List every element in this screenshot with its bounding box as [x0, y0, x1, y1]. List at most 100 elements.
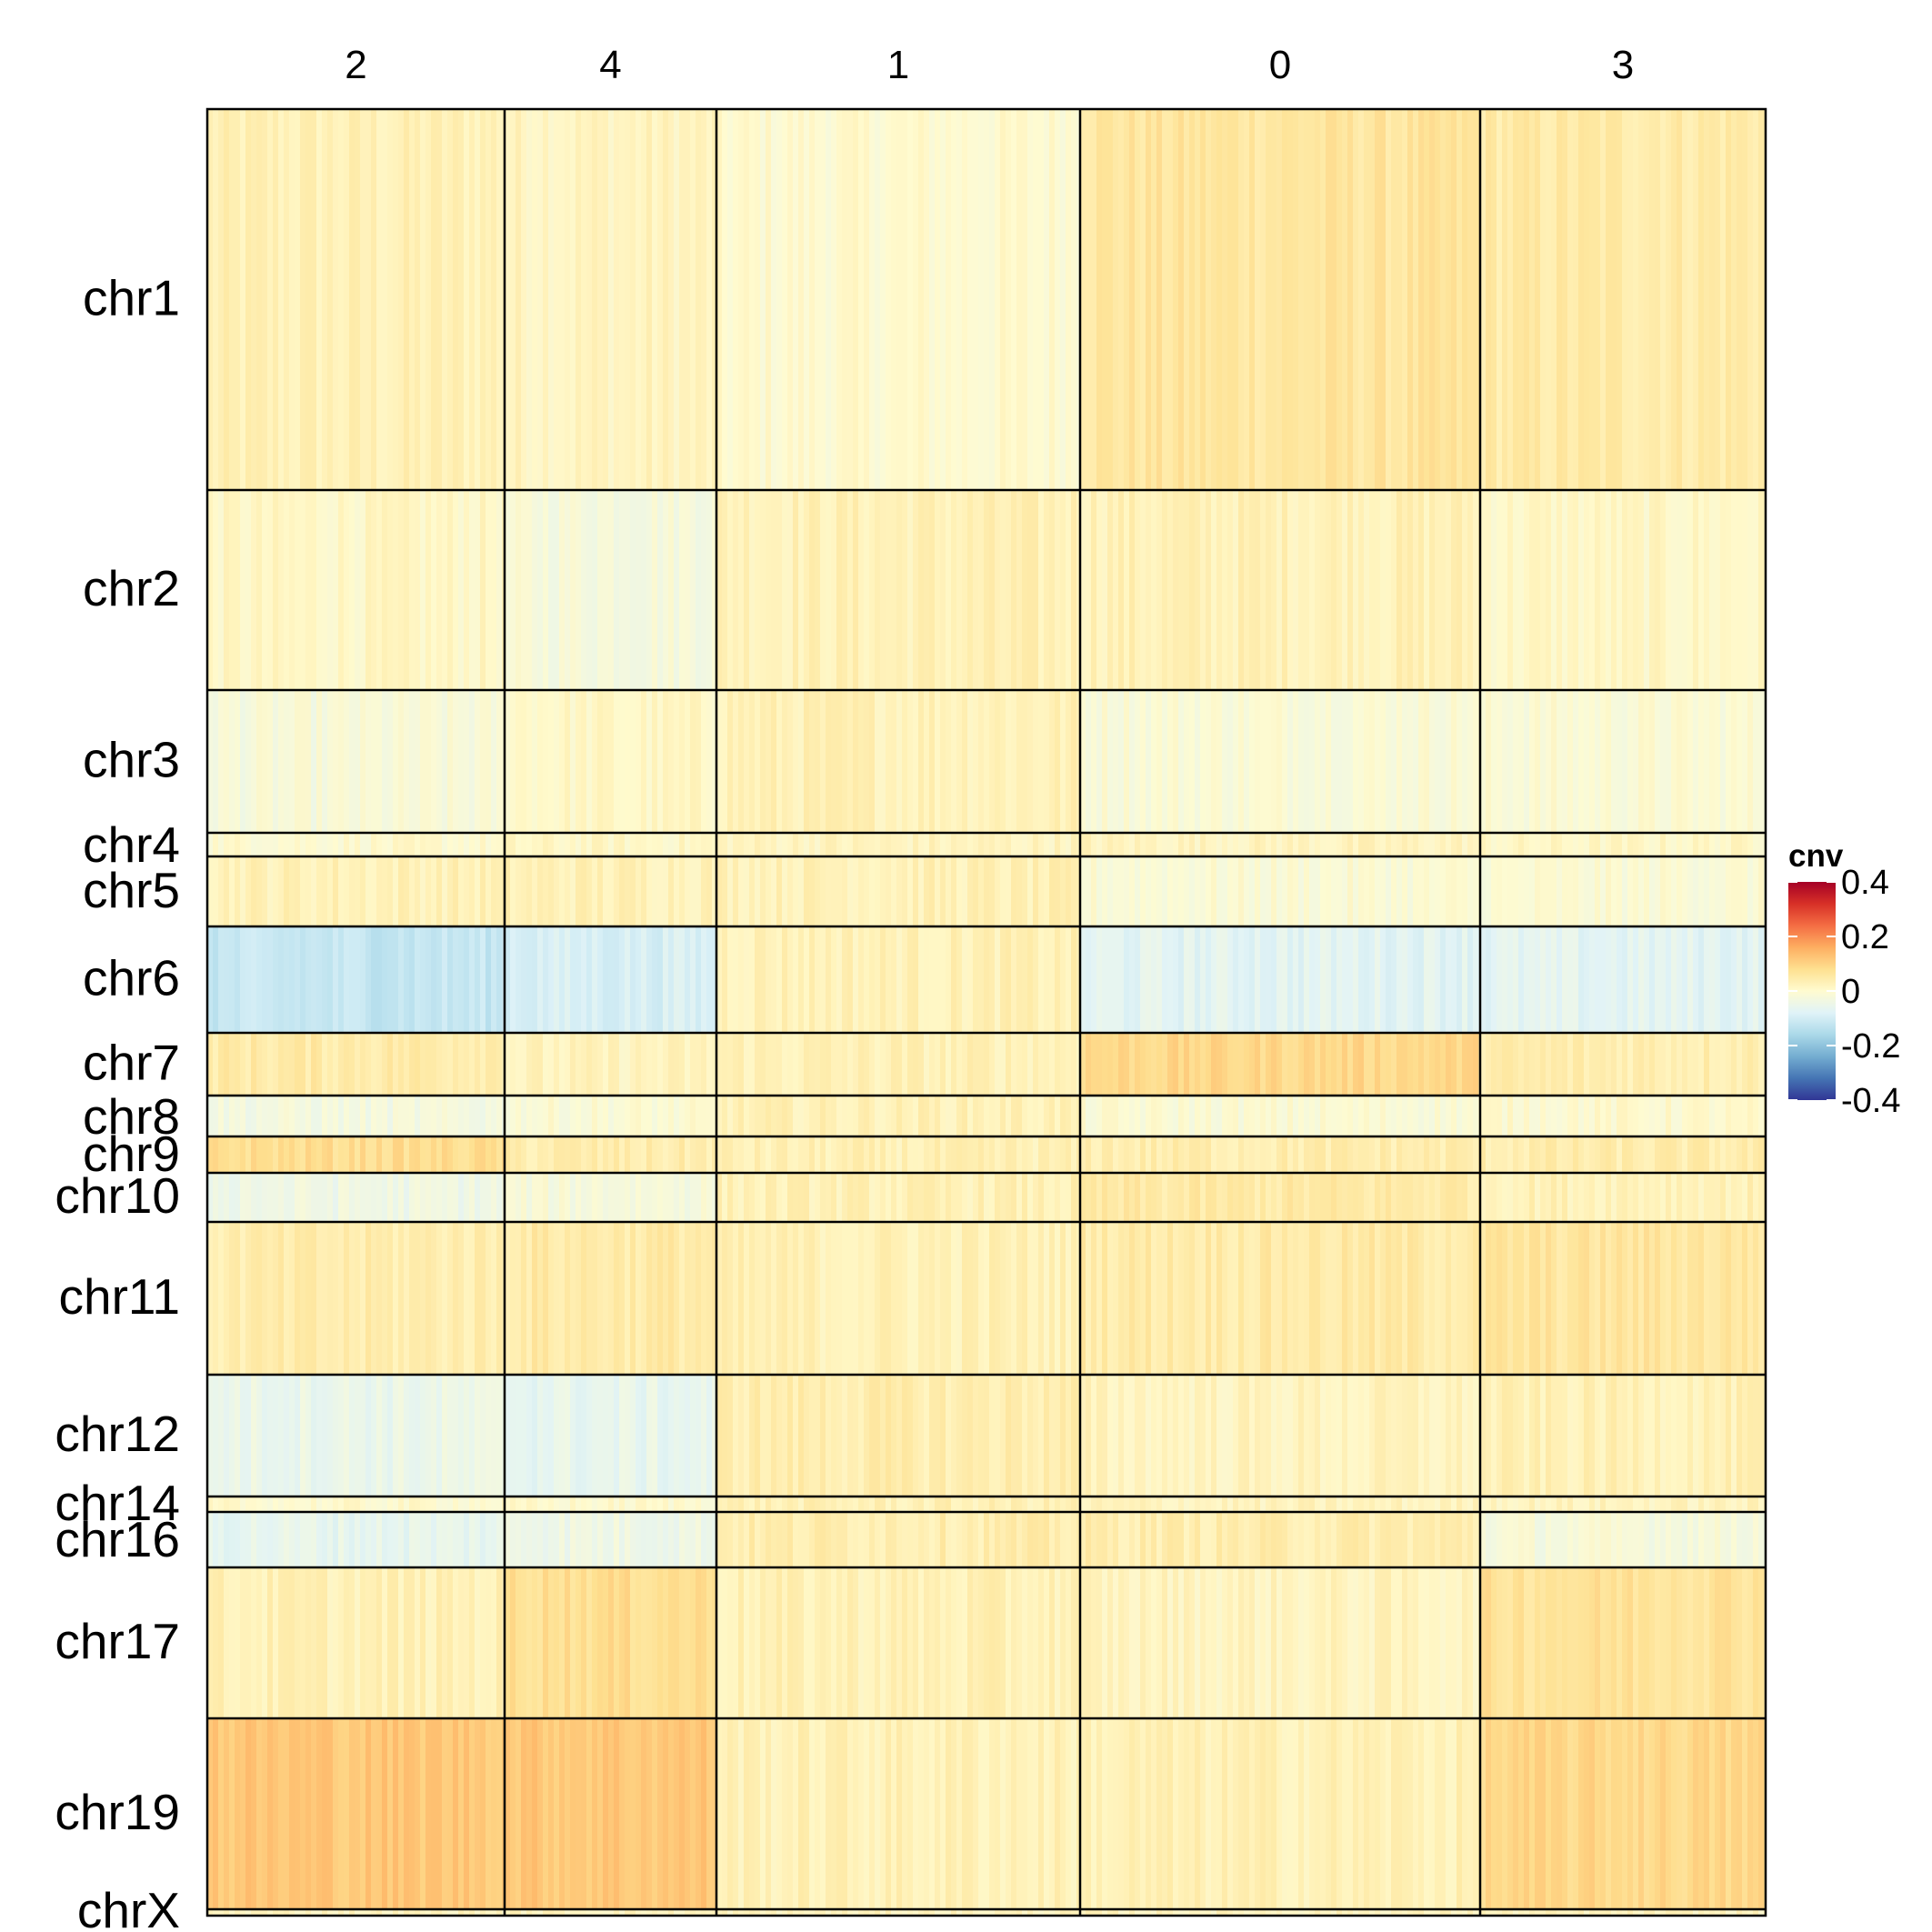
- heatmap-block-chr12-cluster-0: [1080, 1375, 1480, 1497]
- heatmap-block-chr3-cluster-1: [716, 690, 1080, 833]
- heatmap-block-chr14-cluster-2: [207, 1497, 505, 1512]
- heatmap-block-chr11-cluster-3: [1480, 1222, 1766, 1375]
- heatmap-block-chr9-cluster-2: [207, 1136, 505, 1173]
- chromosome-label-chr5: chr5: [83, 862, 180, 918]
- chromosome-label-chr17: chr17: [55, 1613, 180, 1669]
- heatmap-block-chr1-cluster-3: [1480, 109, 1766, 490]
- cluster-label-0: 0: [1269, 43, 1291, 87]
- chromosome-label-chrX: chrX: [77, 1882, 180, 1932]
- heatmap-block-chr16-cluster-0: [1080, 1512, 1480, 1567]
- heatmap-block-chr6-cluster-3: [1480, 926, 1766, 1033]
- heatmap-block-chr9-cluster-0: [1080, 1136, 1480, 1173]
- chromosome-label-chr1: chr1: [83, 270, 180, 326]
- chromosome-labels: chr1chr2chr3chr4chr5chr6chr7chr8chr9chr1…: [55, 270, 180, 1932]
- heatmap-block-chr17-cluster-3: [1480, 1567, 1766, 1718]
- cnv-legend: cnv 0.4 0.2 0 -0.2 -0.4: [1788, 838, 1900, 1120]
- chromosome-label-chr3: chr3: [83, 732, 180, 788]
- heatmap-block-chr14-cluster-0: [1080, 1497, 1480, 1512]
- heatmap-block-chr10-cluster-4: [505, 1173, 716, 1222]
- heatmap-block-chr16-cluster-1: [716, 1512, 1080, 1567]
- heatmap-block-chr7-cluster-3: [1480, 1033, 1766, 1096]
- heatmap-block-chrX-cluster-3: [1480, 1909, 1766, 1916]
- heatmap-block-chr6-cluster-0: [1080, 926, 1480, 1033]
- heatmap-block-chr6-cluster-4: [505, 926, 716, 1033]
- heatmap-block-chr9-cluster-4: [505, 1136, 716, 1173]
- heatmap-block-chr3-cluster-0: [1080, 690, 1480, 833]
- heatmap-block-chr1-cluster-0: [1080, 109, 1480, 490]
- heatmap-block-chr8-cluster-2: [207, 1096, 505, 1136]
- legend-ticks: 0.4 0.2 0 -0.2 -0.4: [1788, 864, 1900, 1120]
- heatmap-block-chr14-cluster-4: [505, 1497, 716, 1512]
- heatmap-block-chr10-cluster-3: [1480, 1173, 1766, 1222]
- heatmap-block-chr4-cluster-0: [1080, 833, 1480, 856]
- heatmap-block-chrX-cluster-2: [207, 1909, 505, 1916]
- heatmap-block-chr8-cluster-3: [1480, 1096, 1766, 1136]
- heatmap-block-chr19-cluster-4: [505, 1718, 716, 1909]
- heatmap-block-chr19-cluster-3: [1480, 1718, 1766, 1909]
- heatmap-block-chrX-cluster-1: [716, 1909, 1080, 1916]
- heatmap-block-chr10-cluster-1: [716, 1173, 1080, 1222]
- chromosome-label-chr6: chr6: [83, 950, 180, 1006]
- chromosome-label-chr9: chr9: [83, 1126, 180, 1182]
- heatmap-block-chr1-cluster-2: [207, 109, 505, 490]
- heatmap-block-chr5-cluster-1: [716, 856, 1080, 926]
- heatmap-block-chr6-cluster-1: [716, 926, 1080, 1033]
- heatmap-block-chr2-cluster-3: [1480, 490, 1766, 690]
- legend-tick-label: -0.4: [1841, 1082, 1900, 1120]
- chromosome-label-chr8: chr8: [83, 1088, 180, 1145]
- heatmap-block-chr17-cluster-4: [505, 1567, 716, 1718]
- heatmap-block-chr11-cluster-2: [207, 1222, 505, 1375]
- heatmap-block-chr16-cluster-4: [505, 1512, 716, 1567]
- heatmap-block-chr19-cluster-0: [1080, 1718, 1480, 1909]
- chromosome-label-chr12: chr12: [55, 1406, 180, 1462]
- heatmap-block-chr2-cluster-0: [1080, 490, 1480, 690]
- heatmap-block-chr8-cluster-1: [716, 1096, 1080, 1136]
- heatmap-block-chr10-cluster-2: [207, 1173, 505, 1222]
- heatmap-block-chr5-cluster-4: [505, 856, 716, 926]
- heatmap-block-chr19-cluster-1: [716, 1718, 1080, 1909]
- heatmap-block-chr4-cluster-2: [207, 833, 505, 856]
- chromosome-label-chr16: chr16: [55, 1511, 180, 1567]
- legend-title: cnv: [1788, 838, 1844, 874]
- heatmap-block-chrX-cluster-0: [1080, 1909, 1480, 1916]
- heatmap-block-chr16-cluster-3: [1480, 1512, 1766, 1567]
- heatmap-block-chr9-cluster-3: [1480, 1136, 1766, 1173]
- cluster-label-4: 4: [599, 43, 621, 87]
- chromosome-label-chr2: chr2: [83, 560, 180, 616]
- heatmap-block-chr2-cluster-1: [716, 490, 1080, 690]
- heatmap-block-chr17-cluster-1: [716, 1567, 1080, 1718]
- heatmap-block-chr6-cluster-2: [207, 926, 505, 1033]
- heatmap-block-chr9-cluster-1: [716, 1136, 1080, 1173]
- heatmap-block-chr8-cluster-0: [1080, 1096, 1480, 1136]
- heatmap-block-chr3-cluster-3: [1480, 690, 1766, 833]
- heatmap-frame: [205, 107, 1767, 1917]
- legend-tick-label: 0.2: [1841, 918, 1889, 956]
- chromosome-label-chr7: chr7: [83, 1035, 180, 1091]
- heatmap-block-chr14-cluster-3: [1480, 1497, 1766, 1512]
- legend-tick-label: -0.2: [1841, 1027, 1900, 1066]
- heatmap-block-chr5-cluster-3: [1480, 856, 1766, 926]
- heatmap-block-chr4-cluster-1: [716, 833, 1080, 856]
- heatmap-block-chr17-cluster-0: [1080, 1567, 1480, 1718]
- heatmap-block-chr4-cluster-4: [505, 833, 716, 856]
- heatmap-block-chr7-cluster-4: [505, 1033, 716, 1096]
- heatmap-block-chr8-cluster-4: [505, 1096, 716, 1136]
- heatmap-block-chr2-cluster-4: [505, 490, 716, 690]
- heatmap-block-chrX-cluster-4: [505, 1909, 716, 1916]
- heatmap-block-chr5-cluster-0: [1080, 856, 1480, 926]
- heatmap-block-chr4-cluster-3: [1480, 833, 1766, 856]
- heatmap-block-chr1-cluster-4: [505, 109, 716, 490]
- heatmap-block-chr3-cluster-4: [505, 690, 716, 833]
- cluster-label-3: 3: [1612, 43, 1634, 87]
- heatmap-block-chr7-cluster-0: [1080, 1033, 1480, 1096]
- chromosome-label-chr14: chr14: [55, 1475, 180, 1531]
- heatmap-block-chr12-cluster-4: [505, 1375, 716, 1497]
- heatmap-block-chr19-cluster-2: [207, 1718, 505, 1909]
- heatmap-block-chr1-cluster-1: [716, 109, 1080, 490]
- legend-tick-label: 0: [1841, 973, 1860, 1011]
- heatmap-cells: [207, 109, 1766, 1916]
- chromosome-label-chr10: chr10: [55, 1167, 180, 1224]
- heatmap-block-chr7-cluster-2: [207, 1033, 505, 1096]
- heatmap-block-chr10-cluster-0: [1080, 1173, 1480, 1222]
